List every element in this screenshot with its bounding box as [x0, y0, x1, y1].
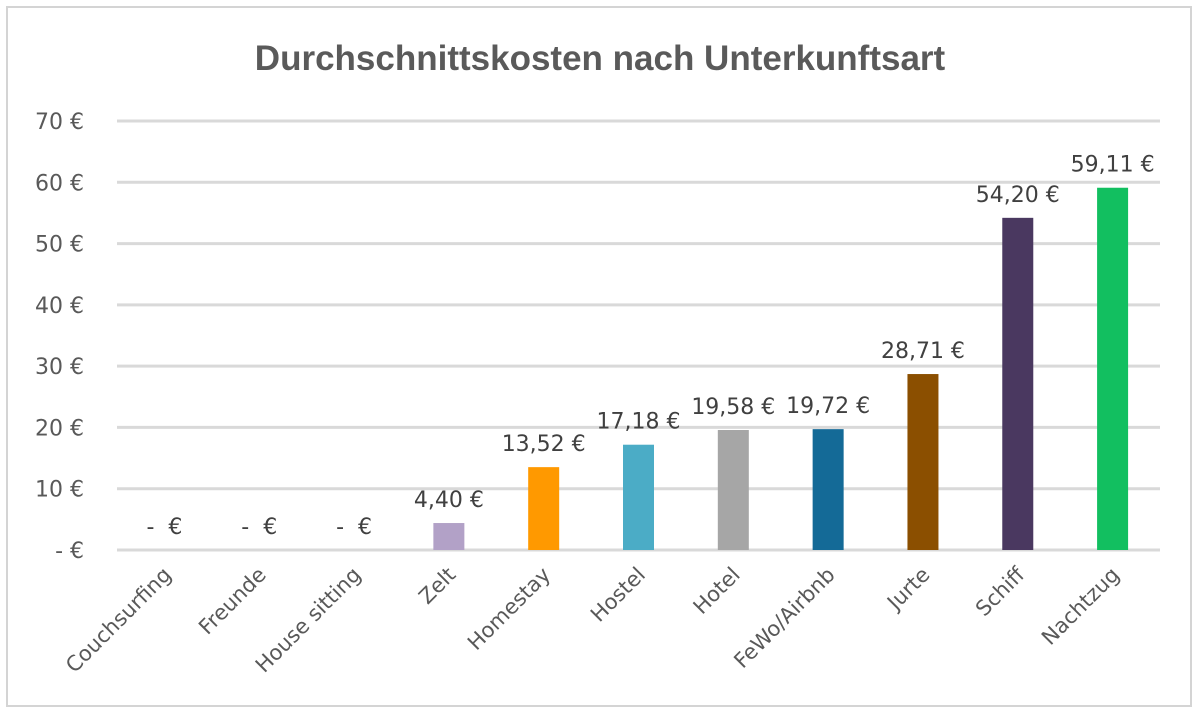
data-label: 13,52 € — [502, 432, 586, 457]
data-label: 19,58 € — [691, 395, 775, 420]
y-tick-label: 10 € — [35, 478, 84, 503]
y-tick-label: - € — [55, 539, 84, 564]
y-tick-label: 30 € — [35, 355, 84, 380]
x-tick-label: FeWo/Airbnb — [729, 563, 839, 673]
y-axis-ticks: - € 10 € 20 € 30 € 40 € 50 € 60 € 70 € — [35, 110, 84, 564]
data-label: 17,18 € — [597, 410, 681, 435]
data-label: 4,40 € — [414, 488, 484, 513]
bars — [433, 187, 1129, 550]
x-tick-label: Schiff — [971, 562, 1030, 621]
x-tick-label: Homestay — [463, 563, 555, 655]
bar-hostel — [623, 444, 654, 550]
data-label: 19,72 € — [786, 394, 870, 419]
y-tick-label: 50 € — [35, 233, 84, 258]
x-tick-label: Jurte — [881, 563, 934, 616]
y-tick-label: 40 € — [35, 294, 84, 319]
x-tick-label: Zelt — [414, 563, 460, 609]
bar-hotel — [717, 430, 749, 550]
chart-title: Durchschnittskosten nach Unterkunftsart — [255, 39, 946, 78]
bar-fewo-airbnb — [812, 429, 844, 550]
y-tick-label: 60 € — [35, 171, 84, 196]
x-tick-label: Hotel — [689, 563, 745, 619]
bar-nachtzug — [1097, 187, 1129, 550]
bar-jurte — [907, 374, 939, 550]
x-tick-label: Hostel — [586, 563, 650, 627]
x-tick-label: Freunde — [194, 563, 271, 640]
data-labels: - € - € - € 4,40 € 13,52 € 17,18 € 19,58 € 19,7… — [146, 153, 1154, 540]
data-label: 54,20 € — [976, 183, 1060, 208]
chart-frame — [6, 6, 1192, 707]
data-label: - € — [336, 515, 372, 540]
bar-homestay — [528, 467, 560, 550]
data-label: 59,11 € — [1071, 153, 1155, 178]
data-label: - € — [241, 515, 277, 540]
bar-schiff — [1002, 217, 1034, 550]
data-label: - € — [146, 515, 182, 540]
bar-zelt — [433, 523, 465, 550]
x-tick-label: Nachtzug — [1037, 563, 1124, 650]
x-tick-label: Couchsurfing — [61, 563, 176, 678]
data-label: 28,71 € — [881, 339, 965, 364]
y-tick-label: 20 € — [35, 416, 84, 441]
y-tick-label: 70 € — [35, 110, 84, 135]
gridlines — [117, 119, 1160, 552]
